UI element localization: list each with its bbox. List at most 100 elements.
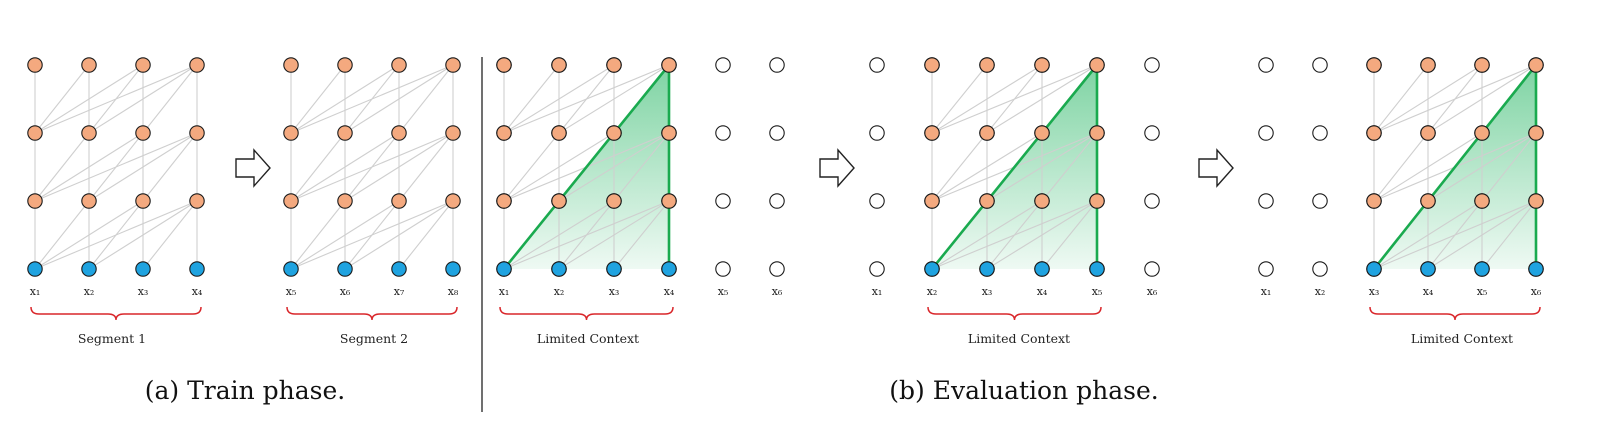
hidden-node (391, 193, 407, 209)
empty-node (869, 57, 885, 73)
hidden-node (391, 125, 407, 141)
hidden-node (496, 57, 512, 73)
hidden-node (661, 125, 677, 141)
arrow-icon-train (235, 148, 271, 188)
token-label: x₄ (1037, 285, 1048, 298)
hidden-node (391, 57, 407, 73)
input-node (1474, 261, 1490, 277)
bracket-brace (927, 306, 1102, 321)
token-label: x₅ (1092, 285, 1103, 298)
input-node (1366, 261, 1382, 277)
input-node (1420, 261, 1436, 277)
token-label: x₃ (1369, 285, 1380, 298)
eval-panel-step-2: x₁ x₂ x₃ x₄ x₅ x₆ (869, 57, 1160, 321)
attention-edge (931, 132, 1043, 202)
token-label: x₁ (499, 285, 510, 298)
attention-edge (142, 200, 198, 270)
bracket-brace (499, 306, 674, 321)
attention-edge (34, 200, 144, 270)
input-node (445, 261, 461, 277)
hidden-node (924, 193, 940, 209)
attention-edge (290, 200, 400, 270)
attention-edge (1427, 64, 1537, 134)
arrow-icon-eval-1 (819, 148, 855, 188)
hidden-node (979, 193, 995, 209)
hidden-node (606, 193, 622, 209)
attention-edge (1373, 64, 1537, 134)
hidden-node (81, 57, 97, 73)
attention-edge (34, 64, 198, 134)
hidden-node (1474, 125, 1490, 141)
token-label: x₆ (340, 285, 351, 298)
attention-edge (931, 200, 1043, 270)
train-panel-segment-2: x₅ x₆ x₇ x₈ (283, 57, 461, 321)
token-label: x₆ (1531, 285, 1542, 298)
attention-edge (34, 64, 144, 134)
token-label: x₅ (286, 285, 297, 298)
attention-edge (1373, 200, 1483, 270)
attention-edge (290, 132, 400, 202)
attention-edge (931, 132, 988, 202)
token-label: x₆ (772, 285, 783, 298)
token-label: x₂ (1315, 285, 1326, 298)
attention-edge (290, 200, 346, 270)
hidden-node (1420, 57, 1436, 73)
attention-edge (290, 64, 346, 134)
hidden-node (551, 57, 567, 73)
input-node (27, 261, 43, 277)
attention-edge (88, 132, 198, 202)
hidden-node (1420, 125, 1436, 141)
attention-edge (290, 132, 346, 202)
attention-edge (290, 132, 454, 202)
token-label: x₄ (192, 285, 203, 298)
hidden-node (283, 193, 299, 209)
empty-node (715, 125, 731, 141)
empty-node (1312, 261, 1328, 277)
hidden-node (337, 125, 353, 141)
hidden-node (924, 57, 940, 73)
hidden-node (661, 193, 677, 209)
limited-context-label-1: Limited Context (537, 331, 639, 346)
token-label: x₆ (1147, 285, 1158, 298)
attention-edge (1373, 132, 1483, 202)
hidden-node (283, 125, 299, 141)
hidden-node (979, 57, 995, 73)
empty-node (1144, 125, 1160, 141)
train-phase-caption: (a) Train phase. (145, 376, 346, 405)
token-label: x₃ (138, 285, 149, 298)
token-label: x₃ (982, 285, 993, 298)
empty-node (715, 261, 731, 277)
attention-edge (503, 132, 615, 202)
input-node (189, 261, 205, 277)
hidden-node (189, 125, 205, 141)
input-node (1034, 261, 1050, 277)
hidden-node (1366, 193, 1382, 209)
attention-edge (1373, 64, 1429, 134)
hidden-node (135, 125, 151, 141)
attention-edge (398, 132, 454, 202)
hidden-node (135, 193, 151, 209)
hidden-node (445, 125, 461, 141)
hidden-node (551, 125, 567, 141)
hidden-node (1528, 193, 1544, 209)
empty-node (1312, 125, 1328, 141)
attention-edge (88, 200, 198, 270)
attention-edge (1427, 200, 1537, 270)
token-label: x₁ (1261, 285, 1272, 298)
hidden-node (337, 57, 353, 73)
hidden-node (496, 125, 512, 141)
attention-edge (1373, 64, 1483, 134)
bracket-brace (30, 306, 202, 321)
hidden-node (1366, 125, 1382, 141)
empty-node (1144, 57, 1160, 73)
attention-edge (986, 64, 1098, 134)
hidden-node (1089, 57, 1105, 73)
attention-edge (290, 64, 454, 134)
input-node (606, 261, 622, 277)
attention-edge (34, 132, 198, 202)
hidden-node (189, 57, 205, 73)
attention-edge (558, 132, 670, 202)
attention-edge (503, 64, 670, 134)
attention-edge (142, 132, 198, 202)
input-node (924, 261, 940, 277)
